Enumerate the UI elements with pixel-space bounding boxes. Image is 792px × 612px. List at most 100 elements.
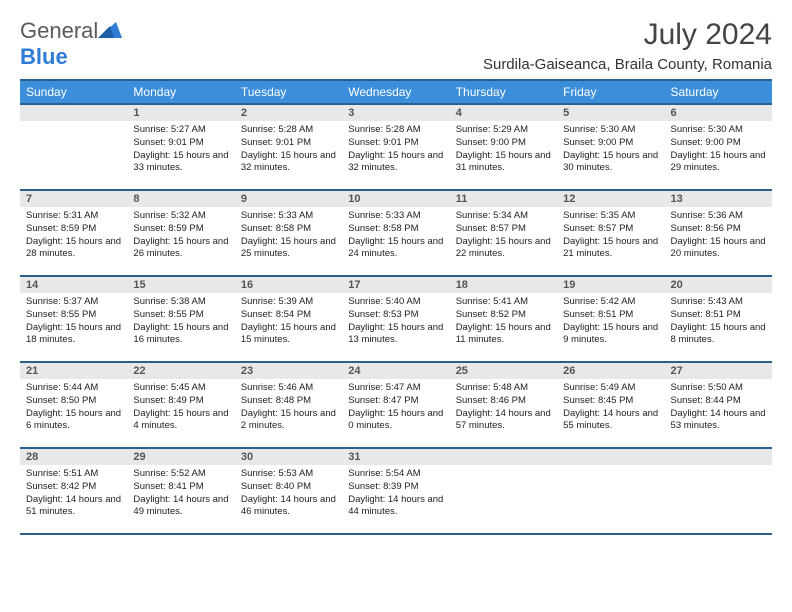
- day-number: 29: [127, 449, 234, 465]
- day-number: 21: [20, 363, 127, 379]
- calendar-cell: 6Sunrise: 5:30 AMSunset: 9:00 PMDaylight…: [665, 104, 772, 190]
- weekday-header: Saturday: [665, 80, 772, 104]
- day-details: Sunrise: 5:35 AMSunset: 8:57 PMDaylight:…: [557, 207, 664, 265]
- calendar-cell: [665, 448, 772, 534]
- weekday-header: Monday: [127, 80, 234, 104]
- day-details: Sunrise: 5:52 AMSunset: 8:41 PMDaylight:…: [127, 465, 234, 523]
- calendar-cell: 19Sunrise: 5:42 AMSunset: 8:51 PMDayligh…: [557, 276, 664, 362]
- header: General Blue July 2024 Surdila-Gaiseanca…: [20, 18, 772, 73]
- day-details: Sunrise: 5:47 AMSunset: 8:47 PMDaylight:…: [342, 379, 449, 437]
- day-details: Sunrise: 5:30 AMSunset: 9:00 PMDaylight:…: [557, 121, 664, 179]
- calendar-table: SundayMondayTuesdayWednesdayThursdayFrid…: [20, 79, 772, 535]
- calendar-row: 28Sunrise: 5:51 AMSunset: 8:42 PMDayligh…: [20, 448, 772, 534]
- day-number: 13: [665, 191, 772, 207]
- day-number: 18: [450, 277, 557, 293]
- logo: General Blue: [20, 18, 122, 70]
- calendar-cell: 26Sunrise: 5:49 AMSunset: 8:45 PMDayligh…: [557, 362, 664, 448]
- day-number: 5: [557, 105, 664, 121]
- day-number-empty: [557, 449, 664, 465]
- calendar-cell: 20Sunrise: 5:43 AMSunset: 8:51 PMDayligh…: [665, 276, 772, 362]
- day-details: Sunrise: 5:37 AMSunset: 8:55 PMDaylight:…: [20, 293, 127, 351]
- day-details: Sunrise: 5:29 AMSunset: 9:00 PMDaylight:…: [450, 121, 557, 179]
- day-number: 22: [127, 363, 234, 379]
- day-number: 12: [557, 191, 664, 207]
- calendar-cell: 16Sunrise: 5:39 AMSunset: 8:54 PMDayligh…: [235, 276, 342, 362]
- day-number: 31: [342, 449, 449, 465]
- day-details: Sunrise: 5:42 AMSunset: 8:51 PMDaylight:…: [557, 293, 664, 351]
- calendar-cell: [450, 448, 557, 534]
- day-details: Sunrise: 5:51 AMSunset: 8:42 PMDaylight:…: [20, 465, 127, 523]
- day-details: Sunrise: 5:31 AMSunset: 8:59 PMDaylight:…: [20, 207, 127, 265]
- location-text: Surdila-Gaiseanca, Braila County, Romani…: [483, 56, 772, 73]
- calendar-cell: 11Sunrise: 5:34 AMSunset: 8:57 PMDayligh…: [450, 190, 557, 276]
- calendar-cell: 17Sunrise: 5:40 AMSunset: 8:53 PMDayligh…: [342, 276, 449, 362]
- weekday-header: Thursday: [450, 80, 557, 104]
- day-details: Sunrise: 5:28 AMSunset: 9:01 PMDaylight:…: [235, 121, 342, 179]
- day-number: 30: [235, 449, 342, 465]
- calendar-cell: 10Sunrise: 5:33 AMSunset: 8:58 PMDayligh…: [342, 190, 449, 276]
- day-details: Sunrise: 5:33 AMSunset: 8:58 PMDaylight:…: [235, 207, 342, 265]
- day-number: 2: [235, 105, 342, 121]
- day-details: Sunrise: 5:41 AMSunset: 8:52 PMDaylight:…: [450, 293, 557, 351]
- day-number: 20: [665, 277, 772, 293]
- logo-triangle-icon: [98, 18, 122, 44]
- calendar-cell: 27Sunrise: 5:50 AMSunset: 8:44 PMDayligh…: [665, 362, 772, 448]
- calendar-cell: 30Sunrise: 5:53 AMSunset: 8:40 PMDayligh…: [235, 448, 342, 534]
- day-details: Sunrise: 5:36 AMSunset: 8:56 PMDaylight:…: [665, 207, 772, 265]
- calendar-cell: 2Sunrise: 5:28 AMSunset: 9:01 PMDaylight…: [235, 104, 342, 190]
- calendar-cell: 13Sunrise: 5:36 AMSunset: 8:56 PMDayligh…: [665, 190, 772, 276]
- calendar-cell: 28Sunrise: 5:51 AMSunset: 8:42 PMDayligh…: [20, 448, 127, 534]
- day-details: Sunrise: 5:30 AMSunset: 9:00 PMDaylight:…: [665, 121, 772, 179]
- day-details: Sunrise: 5:33 AMSunset: 8:58 PMDaylight:…: [342, 207, 449, 265]
- day-details: Sunrise: 5:44 AMSunset: 8:50 PMDaylight:…: [20, 379, 127, 437]
- logo-word2: Blue: [20, 44, 68, 69]
- calendar-cell: 29Sunrise: 5:52 AMSunset: 8:41 PMDayligh…: [127, 448, 234, 534]
- logo-word1: General: [20, 18, 98, 43]
- calendar-header-row: SundayMondayTuesdayWednesdayThursdayFrid…: [20, 80, 772, 104]
- calendar-cell: 21Sunrise: 5:44 AMSunset: 8:50 PMDayligh…: [20, 362, 127, 448]
- calendar-cell: 12Sunrise: 5:35 AMSunset: 8:57 PMDayligh…: [557, 190, 664, 276]
- calendar-cell: 8Sunrise: 5:32 AMSunset: 8:59 PMDaylight…: [127, 190, 234, 276]
- day-details: Sunrise: 5:38 AMSunset: 8:55 PMDaylight:…: [127, 293, 234, 351]
- day-number: 14: [20, 277, 127, 293]
- day-details: Sunrise: 5:54 AMSunset: 8:39 PMDaylight:…: [342, 465, 449, 523]
- day-details: Sunrise: 5:32 AMSunset: 8:59 PMDaylight:…: [127, 207, 234, 265]
- day-details: Sunrise: 5:48 AMSunset: 8:46 PMDaylight:…: [450, 379, 557, 437]
- day-number: 4: [450, 105, 557, 121]
- day-number: 28: [20, 449, 127, 465]
- weekday-header: Sunday: [20, 80, 127, 104]
- page-title: July 2024: [483, 18, 772, 52]
- day-number: 24: [342, 363, 449, 379]
- day-details: Sunrise: 5:39 AMSunset: 8:54 PMDaylight:…: [235, 293, 342, 351]
- day-details: Sunrise: 5:49 AMSunset: 8:45 PMDaylight:…: [557, 379, 664, 437]
- day-number: 26: [557, 363, 664, 379]
- day-number: 15: [127, 277, 234, 293]
- calendar-cell: 25Sunrise: 5:48 AMSunset: 8:46 PMDayligh…: [450, 362, 557, 448]
- day-details: Sunrise: 5:34 AMSunset: 8:57 PMDaylight:…: [450, 207, 557, 265]
- calendar-cell: 15Sunrise: 5:38 AMSunset: 8:55 PMDayligh…: [127, 276, 234, 362]
- calendar-cell: 7Sunrise: 5:31 AMSunset: 8:59 PMDaylight…: [20, 190, 127, 276]
- day-number-empty: [665, 449, 772, 465]
- day-number-empty: [20, 105, 127, 121]
- day-details: Sunrise: 5:46 AMSunset: 8:48 PMDaylight:…: [235, 379, 342, 437]
- day-number: 1: [127, 105, 234, 121]
- day-number: 23: [235, 363, 342, 379]
- calendar-cell: 9Sunrise: 5:33 AMSunset: 8:58 PMDaylight…: [235, 190, 342, 276]
- day-number: 19: [557, 277, 664, 293]
- calendar-row: 21Sunrise: 5:44 AMSunset: 8:50 PMDayligh…: [20, 362, 772, 448]
- calendar-cell: [557, 448, 664, 534]
- calendar-cell: 22Sunrise: 5:45 AMSunset: 8:49 PMDayligh…: [127, 362, 234, 448]
- day-details: Sunrise: 5:27 AMSunset: 9:01 PMDaylight:…: [127, 121, 234, 179]
- day-number: 3: [342, 105, 449, 121]
- weekday-header: Tuesday: [235, 80, 342, 104]
- day-details: Sunrise: 5:50 AMSunset: 8:44 PMDaylight:…: [665, 379, 772, 437]
- day-number: 25: [450, 363, 557, 379]
- title-block: July 2024 Surdila-Gaiseanca, Braila Coun…: [483, 18, 772, 73]
- calendar-cell: 18Sunrise: 5:41 AMSunset: 8:52 PMDayligh…: [450, 276, 557, 362]
- day-number: 7: [20, 191, 127, 207]
- weekday-header: Wednesday: [342, 80, 449, 104]
- calendar-cell: 1Sunrise: 5:27 AMSunset: 9:01 PMDaylight…: [127, 104, 234, 190]
- calendar-row: 14Sunrise: 5:37 AMSunset: 8:55 PMDayligh…: [20, 276, 772, 362]
- calendar-cell: 14Sunrise: 5:37 AMSunset: 8:55 PMDayligh…: [20, 276, 127, 362]
- weekday-header: Friday: [557, 80, 664, 104]
